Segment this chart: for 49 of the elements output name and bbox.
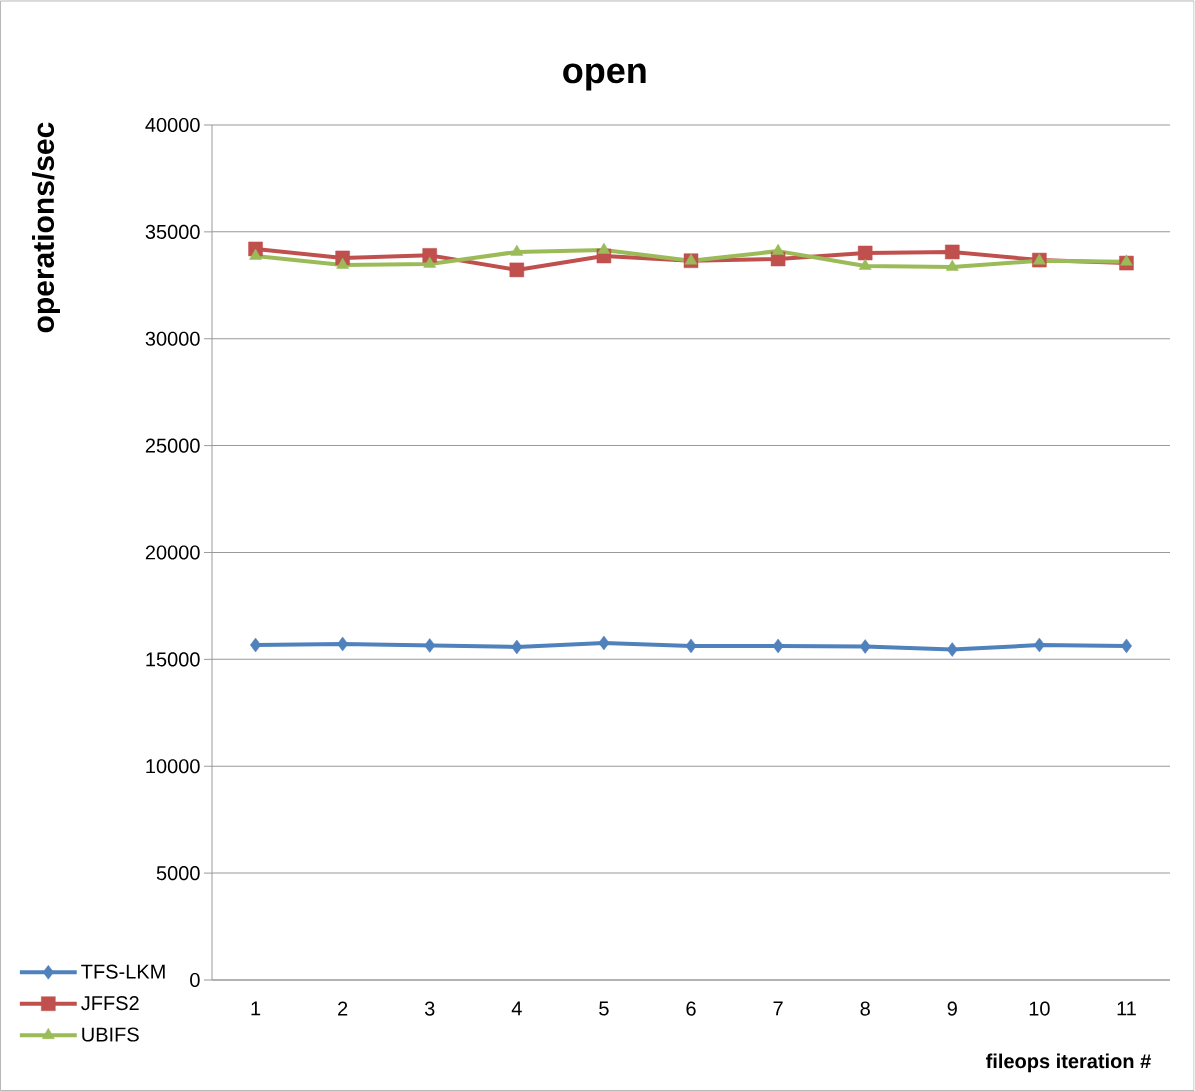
legend-label: JFFS2 <box>81 996 139 1011</box>
x-tick-label: 1 <box>251 1001 261 1016</box>
point <box>509 262 525 278</box>
point <box>685 638 697 654</box>
x-tick-label: 6 <box>686 1001 696 1016</box>
point <box>772 638 784 654</box>
x-tick-label: 5 <box>599 1001 609 1016</box>
point <box>857 245 873 261</box>
y-axis-title: operations/sec <box>32 122 60 333</box>
x-tick-label: 2 <box>338 1001 348 1016</box>
x-tick-label: 9 <box>947 1001 957 1016</box>
x-tick-label: 11 <box>1117 1001 1136 1016</box>
y-tick-label: 30000 <box>145 331 200 346</box>
point <box>424 638 436 653</box>
point <box>337 636 349 652</box>
point <box>945 244 960 260</box>
y-tick-label: 10000 <box>146 759 200 774</box>
point <box>249 248 262 260</box>
x-tick-label: 10 <box>1029 1001 1050 1016</box>
y-tick-label: 35000 <box>145 224 200 239</box>
y-tick-label: 15000 <box>146 652 200 667</box>
x-tick-label: 3 <box>424 1001 435 1016</box>
point <box>510 244 524 256</box>
y-tick-label: 0 <box>190 972 200 988</box>
legend-label: TFS-LKM <box>81 964 165 979</box>
point <box>771 243 785 255</box>
point <box>597 242 611 254</box>
point <box>1120 638 1132 654</box>
y-tick-label: 5000 <box>156 866 200 881</box>
point <box>423 256 437 268</box>
x-tick-label: 4 <box>511 1001 522 1016</box>
point <box>858 258 872 270</box>
point <box>859 639 871 654</box>
x-tick-label: 8 <box>860 1001 870 1016</box>
y-tick-label: 20000 <box>145 545 200 560</box>
point <box>1120 254 1133 266</box>
x-axis-title: fileops iteration # <box>986 1053 1151 1073</box>
x-tick-label: 7 <box>773 1001 783 1016</box>
point <box>336 257 349 269</box>
point <box>250 637 262 653</box>
point <box>598 635 610 651</box>
chart-title: open <box>563 63 646 91</box>
point <box>946 642 958 657</box>
point <box>511 639 523 655</box>
point <box>1033 637 1045 653</box>
y-tick-label: 40000 <box>145 117 200 133</box>
y-tick-label: 25000 <box>145 438 200 453</box>
legend-label: UBIFS <box>82 1027 139 1042</box>
point <box>945 259 959 271</box>
